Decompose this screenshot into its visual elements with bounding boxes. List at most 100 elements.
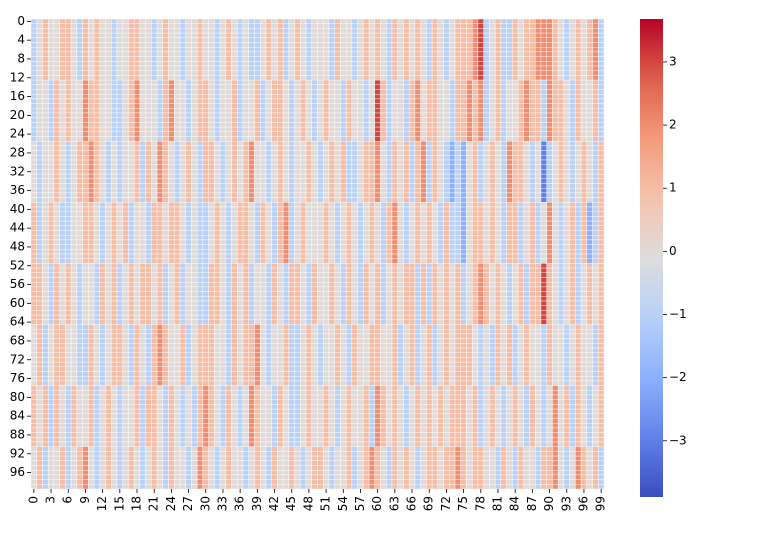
- heatmap-cell: [483, 42, 490, 48]
- heatmap-cell: [552, 23, 559, 29]
- heatmap-cell: [592, 18, 599, 24]
- heatmap-cell: [139, 192, 146, 198]
- heatmap-cell: [311, 192, 318, 198]
- heatmap-cell: [47, 131, 55, 137]
- heatmap-cell: [260, 178, 267, 184]
- heatmap-cell: [260, 23, 267, 29]
- heatmap-cell: [30, 93, 37, 100]
- heatmap-cell: [219, 197, 227, 203]
- heatmap-cell: [65, 47, 72, 53]
- heatmap-cell: [288, 112, 295, 118]
- heatmap-cell: [196, 98, 204, 104]
- heatmap-cell: [397, 225, 404, 231]
- heatmap-cell: [598, 75, 605, 81]
- heatmap-cell: [569, 202, 576, 208]
- heatmap-cell: [386, 150, 393, 156]
- heatmap-cell: [323, 79, 330, 85]
- heatmap-cell: [99, 211, 106, 217]
- heatmap-cell: [328, 155, 335, 161]
- heatmap-cell: [202, 169, 209, 175]
- heatmap-cell: [311, 65, 318, 71]
- heatmap-cell: [483, 79, 490, 85]
- heatmap-cell: [345, 84, 353, 90]
- heatmap-cell: [328, 164, 335, 170]
- heatmap-cell: [156, 239, 163, 245]
- heatmap-cell: [391, 75, 398, 81]
- heatmap-cell: [449, 89, 456, 95]
- heatmap-cell: [323, 178, 330, 184]
- heatmap-cell: [575, 211, 582, 217]
- heatmap-cell: [340, 145, 347, 151]
- heatmap-cell: [323, 159, 330, 165]
- heatmap-cell: [282, 18, 290, 24]
- heatmap-cell: [179, 117, 186, 123]
- heatmap-cell: [363, 216, 370, 222]
- heatmap-cell: [454, 140, 461, 147]
- heatmap-cell: [311, 197, 318, 203]
- heatmap-cell: [277, 122, 284, 128]
- heatmap-cell: [397, 126, 404, 132]
- heatmap-cell: [535, 150, 542, 156]
- heatmap-cell: [59, 126, 66, 132]
- heatmap-cell: [374, 183, 381, 189]
- heatmap-cell: [592, 47, 599, 53]
- heatmap-cell: [116, 56, 123, 62]
- heatmap-cell: [214, 47, 221, 53]
- heatmap-cell: [489, 178, 496, 184]
- heatmap-cell: [282, 122, 290, 128]
- heatmap-cell: [36, 28, 43, 34]
- heatmap-cell: [592, 155, 599, 161]
- heatmap-cell: [460, 150, 467, 156]
- heatmap-cell: [523, 173, 530, 180]
- heatmap-cell: [489, 117, 496, 123]
- heatmap-cell: [494, 61, 502, 67]
- heatmap-cell: [557, 164, 565, 170]
- heatmap-cell: [374, 145, 381, 151]
- heatmap-cell: [546, 202, 553, 208]
- heatmap-cell: [231, 192, 238, 198]
- heatmap-cell: [231, 225, 238, 231]
- heatmap-cell: [300, 183, 307, 189]
- heatmap-cell: [70, 173, 78, 180]
- heatmap-cell: [47, 155, 55, 161]
- heatmap-cell: [202, 140, 209, 147]
- heatmap-cell: [282, 197, 290, 203]
- heatmap-cell: [82, 145, 89, 151]
- heatmap-cell: [483, 108, 490, 114]
- heatmap-cell: [311, 108, 318, 114]
- heatmap-cell: [592, 112, 599, 118]
- heatmap-cell: [122, 202, 129, 208]
- heatmap-cell: [93, 136, 100, 142]
- heatmap-cell: [460, 155, 467, 161]
- heatmap-cell: [191, 183, 198, 189]
- heatmap-cell: [328, 140, 335, 147]
- heatmap-cell: [196, 65, 204, 71]
- heatmap-cell: [575, 70, 582, 76]
- heatmap-cell: [403, 47, 410, 53]
- heatmap-cell: [139, 197, 146, 203]
- heatmap-cell: [489, 18, 496, 24]
- heatmap-cell: [512, 51, 519, 57]
- heatmap-cell: [225, 112, 232, 118]
- heatmap-cell: [512, 220, 519, 227]
- heatmap-cell: [265, 202, 272, 208]
- heatmap-cell: [36, 249, 43, 255]
- heatmap-cell: [449, 244, 456, 250]
- heatmap-cell: [265, 28, 272, 34]
- heatmap-cell: [47, 178, 55, 184]
- heatmap-cell: [111, 169, 118, 175]
- heatmap-cell: [174, 140, 181, 147]
- heatmap-cell: [202, 28, 209, 34]
- heatmap-cell: [254, 202, 261, 208]
- heatmap-cell: [483, 89, 490, 95]
- heatmap-cell: [88, 197, 95, 203]
- heatmap-cell: [305, 18, 312, 24]
- heatmap-cell: [248, 211, 255, 217]
- heatmap-cell: [535, 56, 542, 62]
- heatmap-cell: [489, 192, 496, 198]
- heatmap-cell: [351, 103, 358, 109]
- heatmap-cell: [506, 93, 513, 100]
- heatmap-cell: [334, 140, 341, 147]
- heatmap-cell: [237, 140, 244, 147]
- heatmap-cell: [111, 220, 118, 227]
